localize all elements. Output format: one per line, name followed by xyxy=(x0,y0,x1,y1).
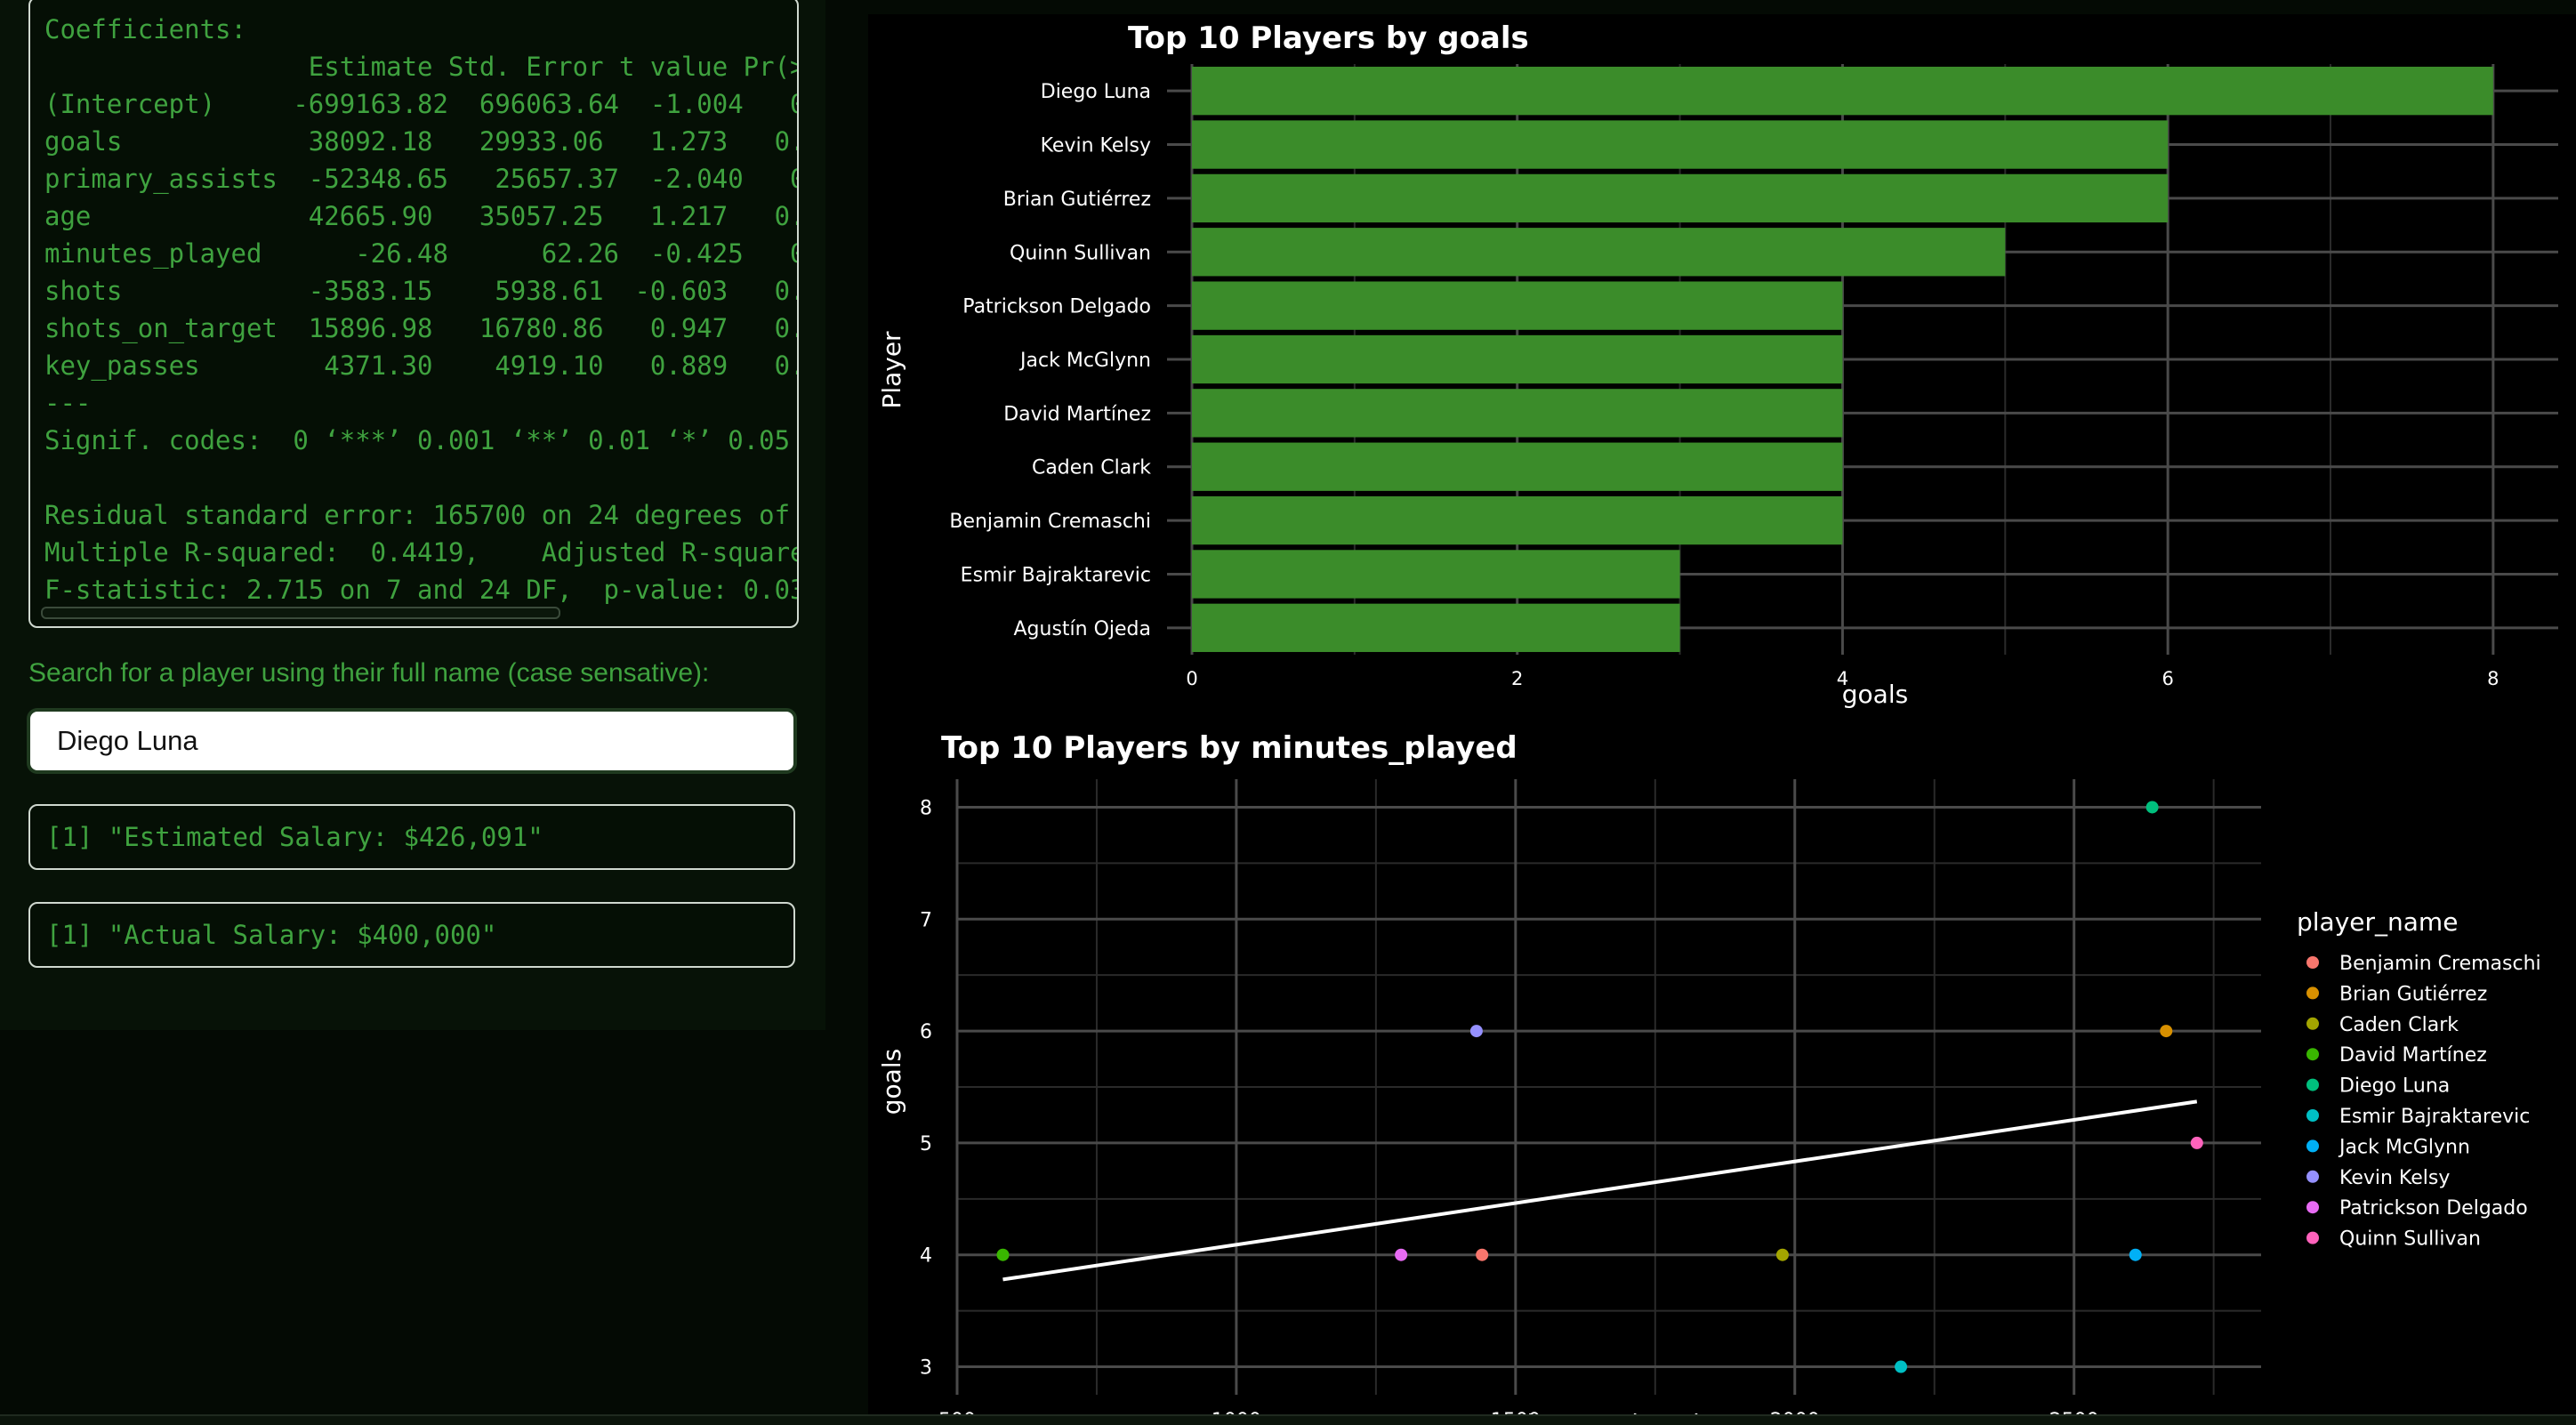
bar-chart-title: Top 10 Players by goals xyxy=(1128,20,1529,56)
regression-summary-output[interactable]: Coefficients: Estimate Std. Error t valu… xyxy=(28,0,799,628)
goals-bar-chart: Diego Luna Kevin Kelsy Brian Gutiérrez Quin… xyxy=(877,20,2558,709)
y-tick-label: Jack McGlynn xyxy=(1018,350,1151,372)
y-tick-label: Esmir Bajraktarevic xyxy=(961,564,1151,586)
legend-label: Quinn Sullivan xyxy=(2339,1228,2481,1251)
minutes-scatter-chart: 5001000150020002500345678Top 10 Players … xyxy=(877,730,2541,1423)
scatter-chart-title: Top 10 Players by minutes_played xyxy=(941,730,1517,766)
y-tick-label: Patrickson Delgado xyxy=(962,296,1151,318)
legend-label: Kevin Kelsy xyxy=(2339,1167,2450,1189)
y-tick-label: Benjamin Cremaschi xyxy=(949,511,1151,533)
bar xyxy=(1192,173,2169,223)
legend-swatch xyxy=(2306,1170,2319,1183)
legend-swatch xyxy=(2306,1231,2319,1244)
y-axis-label: goals xyxy=(877,1049,906,1115)
x-tick-label: 0 xyxy=(1186,668,1197,689)
bar xyxy=(1192,334,1843,384)
bar xyxy=(1192,442,1843,491)
trend-line xyxy=(1002,1099,2198,1282)
x-axis-label: goals xyxy=(1842,680,1908,709)
legend-label: Esmir Bajraktarevic xyxy=(2339,1106,2530,1128)
summary-line: shots -3583.15 5938.61 -0.603 0. xyxy=(44,276,799,306)
legend-swatch xyxy=(2306,956,2319,969)
sidebar-panel: Coefficients: Estimate Std. Error t valu… xyxy=(0,0,825,1030)
summary-line: F-statistic: 2.715 on 7 and 24 DF, p-val… xyxy=(44,575,799,605)
summary-line: shots_on_target 15896.98 16780.86 0.947 … xyxy=(44,313,799,343)
summary-line: minutes_played -26.48 62.26 -0.425 0. xyxy=(44,238,799,269)
bar xyxy=(1192,120,2169,169)
scatter-point xyxy=(2160,1025,2173,1038)
bar xyxy=(1192,281,1843,330)
scatter-point xyxy=(2129,1248,2142,1261)
estimated-salary-output: [1] "Estimated Salary: $426,091" xyxy=(28,804,795,870)
regression-summary-text: Coefficients: Estimate Std. Error t valu… xyxy=(30,0,797,608)
bar xyxy=(1192,389,1843,438)
summary-line: primary_assists -52348.65 25657.37 -2.04… xyxy=(44,164,799,194)
bar xyxy=(1192,67,2493,116)
y-axis-label: Player xyxy=(877,331,906,409)
summary-line: Estimate Std. Error t value Pr(> xyxy=(44,52,799,82)
summary-line: Residual standard error: 165700 on 24 de… xyxy=(44,500,799,530)
legend-label: Benjamin Cremaschi xyxy=(2339,953,2541,975)
player-search-input[interactable] xyxy=(27,708,797,774)
legend-label: Brian Gutiérrez xyxy=(2339,983,2487,1005)
bar xyxy=(1192,495,1843,545)
scatter-point xyxy=(1476,1248,1489,1261)
scatter-point xyxy=(996,1248,1010,1261)
summary-line: Coefficients: xyxy=(44,14,246,44)
y-tick-label: Caden Clark xyxy=(1032,457,1151,479)
summary-line: age 42665.90 35057.25 1.217 0. xyxy=(44,201,799,231)
y-tick-label: 6 xyxy=(920,1021,932,1043)
actual-salary-output: [1] "Actual Salary: $400,000" xyxy=(28,902,795,968)
scatter-point xyxy=(1895,1360,1908,1373)
legend-swatch xyxy=(2306,986,2319,1000)
legend-label: Caden Clark xyxy=(2339,1014,2459,1036)
summary-line: key_passes 4371.30 4919.10 0.889 0. xyxy=(44,350,799,381)
y-tick-label: David Martínez xyxy=(1003,403,1151,425)
plots-panel: Diego Luna Kevin Kelsy Brian Gutiérrez Quin… xyxy=(868,14,2576,1423)
legend-title: player_name xyxy=(2297,907,2458,937)
status-strip xyxy=(0,1414,2576,1425)
y-tick-label: Quinn Sullivan xyxy=(1010,242,1151,264)
scatter-point xyxy=(1775,1248,1789,1261)
horizontal-scrollbar[interactable] xyxy=(41,607,560,619)
y-tick-label: Agustín Ojeda xyxy=(1013,618,1151,640)
legend-label: Diego Luna xyxy=(2339,1075,2450,1098)
legend-swatch xyxy=(2306,1078,2319,1091)
scatter-point xyxy=(2145,801,2159,814)
scatter-point xyxy=(2190,1136,2203,1149)
x-tick-label: 8 xyxy=(2487,668,2499,689)
legend-label: Jack McGlynn xyxy=(2338,1136,2470,1158)
summary-line: Signif. codes: 0 ‘***’ 0.001 ‘**’ 0.01 ‘… xyxy=(44,425,799,455)
legend-label: Patrickson Delgado xyxy=(2339,1197,2528,1220)
legend-swatch xyxy=(2306,1139,2319,1153)
y-tick-label: Diego Luna xyxy=(1041,81,1151,103)
legend-swatch xyxy=(2306,1109,2319,1122)
legend-swatch xyxy=(2306,1201,2319,1214)
y-tick-label: Kevin Kelsy xyxy=(1041,135,1151,157)
search-label: Search for a player using their full nam… xyxy=(28,658,710,688)
legend-swatch xyxy=(2306,1048,2319,1061)
summary-line: Multiple R-squared: 0.4419, Adjusted R-s… xyxy=(44,537,799,568)
legend-label: David Martínez xyxy=(2339,1044,2487,1067)
y-tick-label: Brian Gutiérrez xyxy=(1003,189,1151,211)
plots-svg: Diego Luna Kevin Kelsy Brian Gutiérrez Quin… xyxy=(877,20,2558,1423)
scatter-point xyxy=(1469,1025,1483,1038)
x-tick-label: 4 xyxy=(1837,668,1848,689)
x-tick-label: 2 xyxy=(1511,668,1523,689)
summary-line: (Intercept) -699163.82 696063.64 -1.004 … xyxy=(44,89,799,119)
y-tick-label: 3 xyxy=(920,1357,932,1380)
bar xyxy=(1192,228,2006,277)
y-tick-label: 7 xyxy=(920,909,932,931)
summary-line xyxy=(44,459,797,496)
x-tick-label: 6 xyxy=(2161,668,2173,689)
y-tick-label: 4 xyxy=(920,1245,932,1268)
y-tick-label: 8 xyxy=(920,797,932,819)
bar xyxy=(1192,550,1680,599)
summary-line: goals 38092.18 29933.06 1.273 0. xyxy=(44,126,799,157)
bar xyxy=(1192,603,1680,652)
y-tick-label: 5 xyxy=(920,1133,932,1155)
scatter-point xyxy=(1395,1248,1408,1261)
summary-line: --- xyxy=(44,388,92,418)
legend-swatch xyxy=(2306,1017,2319,1030)
